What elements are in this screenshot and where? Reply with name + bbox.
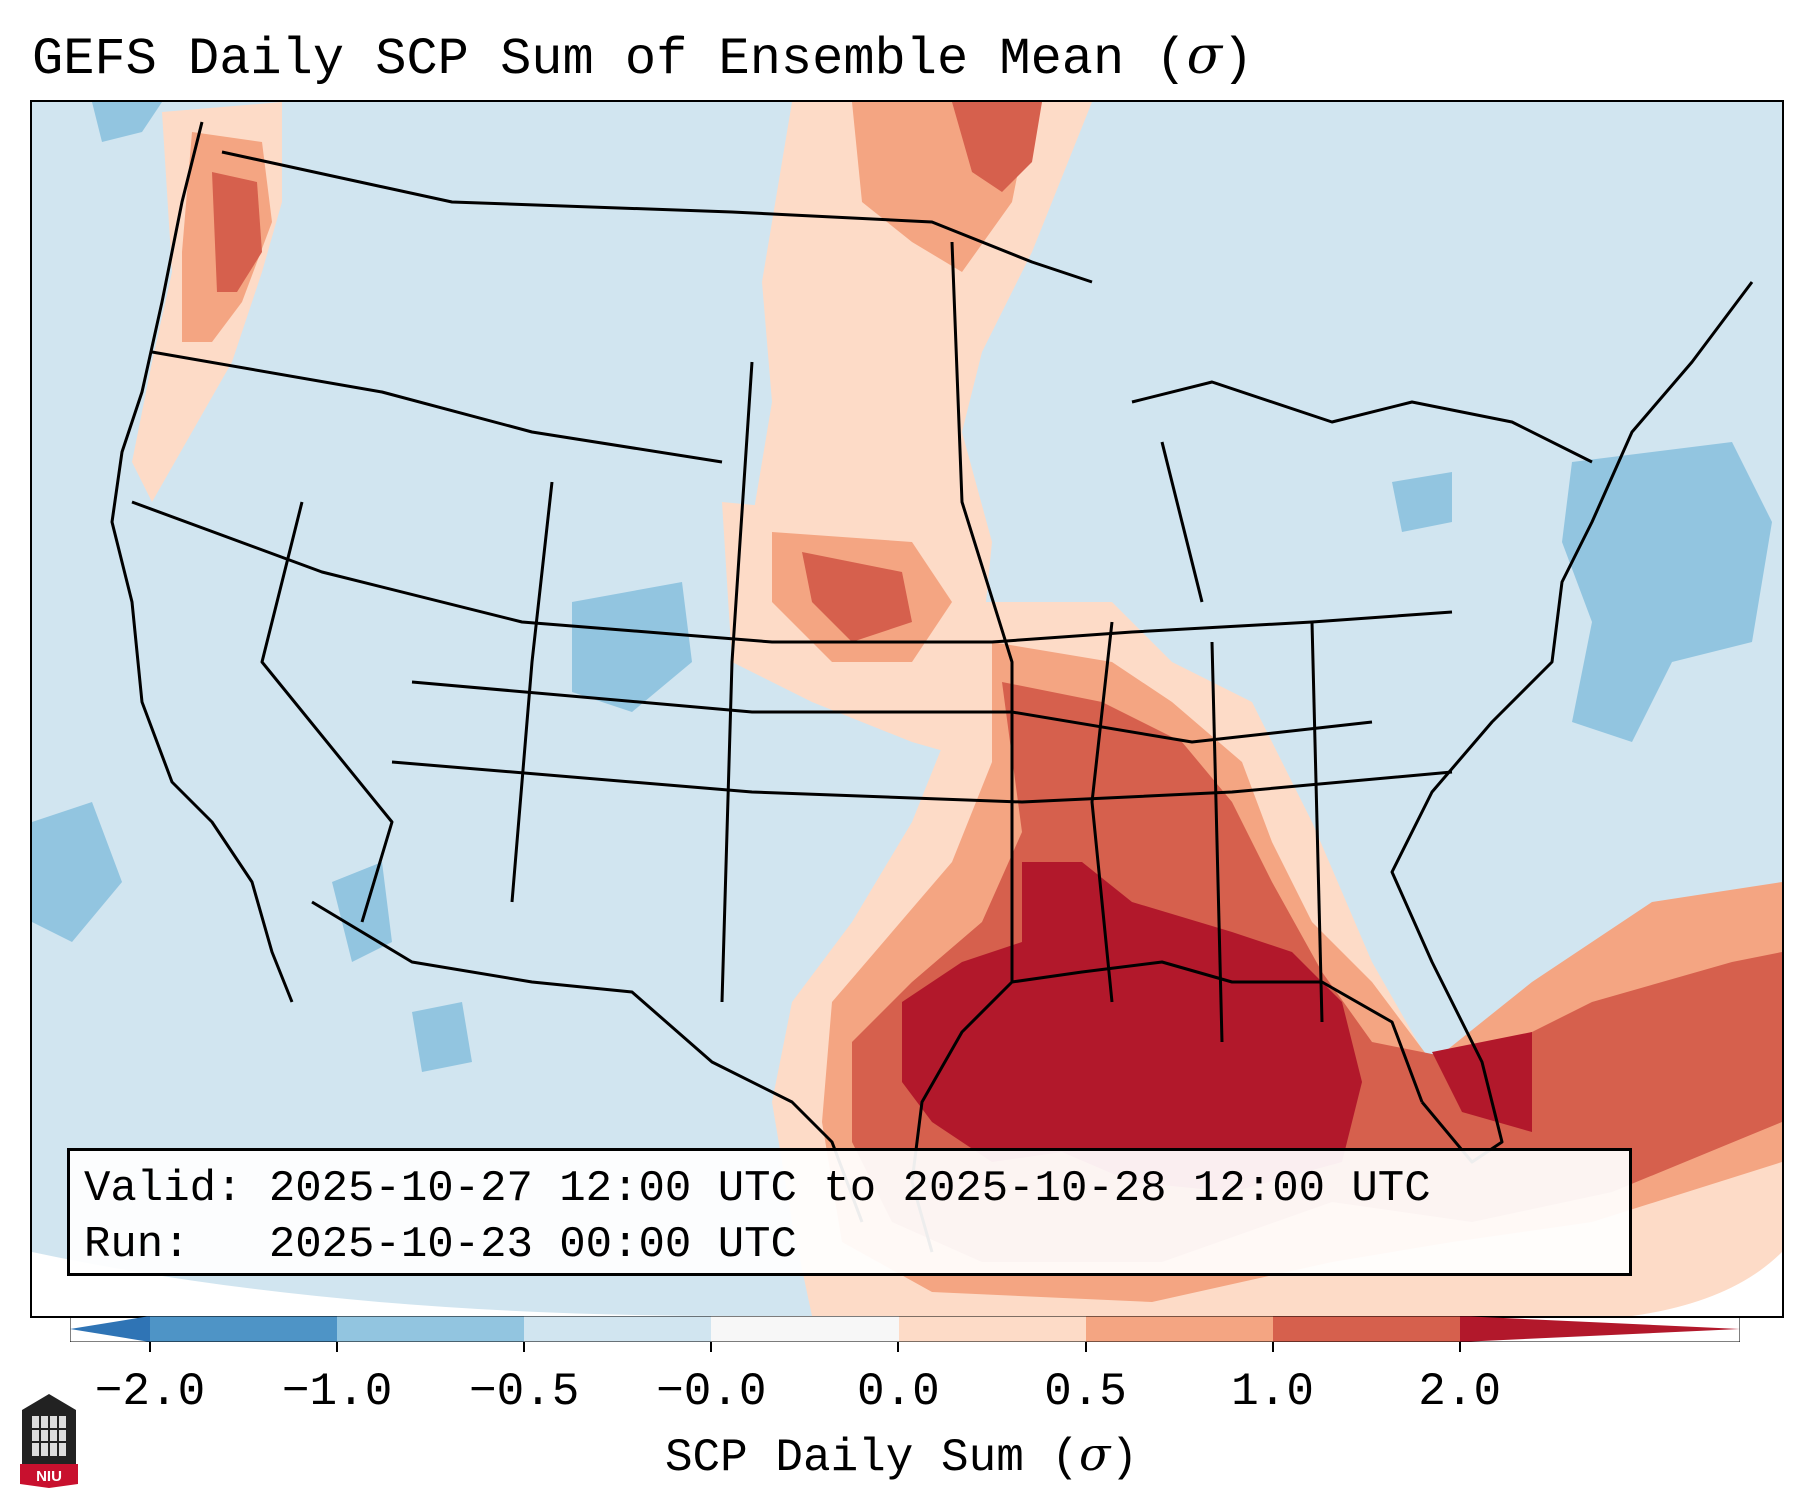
- logo-text: NIU: [36, 1468, 62, 1485]
- colorbar-segment-05-1: [1086, 1316, 1273, 1342]
- colorbar-tick-label: 2.0: [1418, 1364, 1501, 1420]
- colorbar-tick-mark: [1459, 1342, 1461, 1352]
- colorbar-tick-label: 0.5: [1044, 1364, 1127, 1420]
- colorbar-tick-label: 0.0: [857, 1364, 940, 1420]
- colorbar-tick-label: −1.0: [282, 1364, 392, 1420]
- colorbar-segment-neg1-neg05: [337, 1316, 524, 1342]
- colorbar-tick-mark: [1272, 1342, 1274, 1352]
- colorbar-extend-low: [70, 1316, 150, 1342]
- colorbar-tick-label: −2.0: [95, 1364, 205, 1420]
- scp-map: [32, 102, 1782, 1316]
- valid-period: Valid: 2025-10-27 12:00 UTC to 2025-10-2…: [84, 1161, 1615, 1217]
- map-panel: [30, 100, 1784, 1318]
- colorbar-segment-zero: [711, 1316, 899, 1342]
- validity-info-box: Valid: 2025-10-27 12:00 UTC to 2025-10-2…: [67, 1148, 1632, 1276]
- colorbar-tick-mark: [149, 1342, 151, 1352]
- anomaly-mexico-cool: [412, 1002, 472, 1072]
- run-time: Run: 2025-10-23 00:00 UTC: [84, 1217, 1615, 1273]
- colorbar-tick-mark: [710, 1342, 712, 1352]
- colorbar-segment-neg05-neg0: [524, 1316, 711, 1342]
- colorbar-tick-mark: [523, 1342, 525, 1352]
- anomaly-ontario-cool: [1392, 472, 1452, 532]
- niu-logo: NIU: [18, 1392, 80, 1488]
- colorbar-segment-neg2-neg1: [150, 1316, 337, 1342]
- colorbar: [70, 1316, 1740, 1342]
- colorbar-tick-mark: [336, 1342, 338, 1352]
- colorbar-tick-mark: [1085, 1342, 1087, 1352]
- colorbar-tick-label: 1.0: [1231, 1364, 1314, 1420]
- colorbar-tick-label: −0.0: [656, 1364, 766, 1420]
- colorbar-segment-0-05: [899, 1316, 1086, 1342]
- chart-title: GEFS Daily SCP Sum of Ensemble Mean (σ): [32, 24, 1253, 92]
- colorbar-label: SCP Daily Sum (σ): [0, 1426, 1803, 1486]
- colorbar-extend-high: [1460, 1316, 1740, 1342]
- colorbar-segment-1-2: [1273, 1316, 1460, 1342]
- colorbar-tick-label: −0.5: [469, 1364, 579, 1420]
- colorbar-tick-mark: [897, 1342, 899, 1352]
